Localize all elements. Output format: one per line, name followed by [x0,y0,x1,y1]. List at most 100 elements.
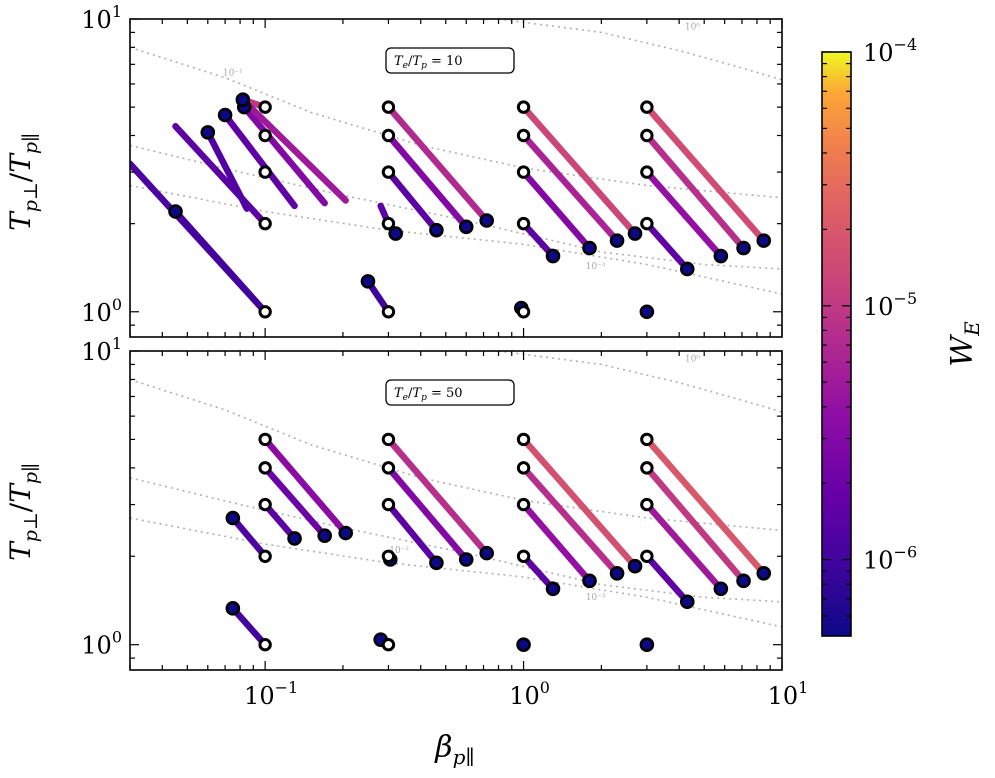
axis-ticks: 100 101 [81,2,783,337]
trajectory-start-marker [381,637,396,652]
trajectory-start-marker [516,432,531,447]
trajectory-line [385,168,440,234]
trajectory-start-marker [640,165,654,179]
trajectory-end-marker [458,219,474,235]
trajectory-end-marker [225,510,241,526]
x-label-main: β [434,730,452,765]
panel-label-sub1: e [403,61,408,71]
trajectory-start-marker [258,432,272,447]
y-axis-label-top: Tp⊥/Tp∥ [4,133,42,231]
colorbar-tick-label: 10−5 [863,289,917,321]
trajectory-start-marker [516,549,531,563]
trajectory-start-marker [381,128,396,143]
trajectory-line [520,436,639,570]
y-tick-label: 101 [81,2,122,34]
trajectory-line [240,103,328,207]
trajectory-end-marker [200,125,216,140]
panel-label-text: Te/Tp = 10 [394,54,463,71]
tick-label-exp: −4 [894,35,918,54]
x-tick-label: 10−1 [244,678,298,710]
y-label-sub2: p∥ [20,133,42,154]
trajectory-end-marker [609,566,625,581]
trajectory-start-marker [258,549,272,563]
panel-label-t1: T [394,54,404,69]
tick-label-exp: 0 [540,678,550,697]
trajectory-line [261,436,349,537]
trajectory-start-marker [381,461,396,475]
trajectory-start-marker [258,100,272,114]
tick-label-exp: 1 [112,2,122,21]
trajectory-lines [130,96,768,316]
trajectory-line [643,436,768,577]
tick-label-base: 10 [863,293,894,321]
trajectory-end-marker [756,233,772,248]
trajectory-start-marker [640,461,654,475]
contour-label: 10⁻³ [586,593,606,603]
trajectory-end-marker [360,274,376,289]
trajectory-start-marker [640,216,654,231]
y-label-sub1: p⊥ [20,512,42,542]
trajectory-end-marker [679,594,695,610]
tick-label-base: 10 [244,682,275,710]
trajectory-end-marker [338,525,353,541]
trajectory-end-marker [479,213,494,228]
trajectory-start-marker [381,497,396,512]
y-axis-label-bottom: Tp⊥/Tp∥ [4,463,42,561]
tick-label-exp: −1 [275,678,299,697]
tick-label-base: 10 [81,632,112,660]
trajectory-line [385,501,440,567]
y-label-main: T [4,540,37,561]
trajectory-line [520,553,557,593]
trajectory-line [221,111,298,210]
trajectory-line [204,129,251,212]
tick-label-exp: −5 [894,289,918,308]
contour-label: 10⁰ [685,355,700,365]
x-tick-label: 100 [509,678,550,710]
trajectory-start-marker [640,100,654,114]
trajectory-line [172,123,269,227]
colorbar-label-sub: E [960,321,984,337]
trajectory-end-marker [545,581,561,597]
trajectory-start-marker [516,128,531,143]
trajectory-end-marker [713,581,729,597]
trajectory-start-marker [640,549,654,563]
trajectory-line [643,553,691,606]
trajectory-end-marker [736,573,751,589]
trajectory-line [643,103,768,244]
trajectory-line [385,103,490,224]
trajectory-end-marker [713,248,729,264]
panel-label-text: Te/Tp = 50 [394,386,463,403]
contour-label: 10⁻¹ [223,69,243,79]
trajectory-end-marker [388,226,403,241]
panel-label-badge: Te/Tp = 10 [385,47,515,74]
trajectory-start-marker [640,432,654,447]
trajectory-end-marker [429,222,444,238]
colorbar-frame [821,51,852,637]
trajectory-lines [229,436,768,648]
trajectory-start-marker [258,216,272,231]
trajectory-end-marker [317,528,332,544]
contour-label: 10⁰ [685,23,700,33]
panel-label-t2: T [412,54,422,69]
panel-label-sub2: p [421,393,427,403]
trajectory-start-marker [381,549,396,563]
tick-label-exp: 1 [112,334,122,353]
trajectory-line [643,501,725,593]
trajectory-start-marker [258,497,272,512]
tick-label-base: 10 [509,682,540,710]
y-tick-label: 100 [81,295,122,327]
trajectory-end-marker [582,240,597,256]
colorbar-label: WE [945,321,984,367]
trajectory-start-marker [516,461,531,475]
colorbar-tick-label: 10−6 [863,543,917,575]
x-tick-label: 101 [768,678,809,710]
tick-label-exp: 1 [798,678,808,697]
panel-label-t1: T [394,386,404,401]
tick-label-base: 10 [81,6,112,34]
panel-label-sep: / [408,386,413,401]
colorbar-tick-label: 10−4 [863,35,917,67]
contour-label: 10⁻³ [586,262,606,272]
trajectory-start-marker [381,305,396,319]
y-label-main2: T [4,152,37,173]
trajectory-end-marker [516,637,531,652]
